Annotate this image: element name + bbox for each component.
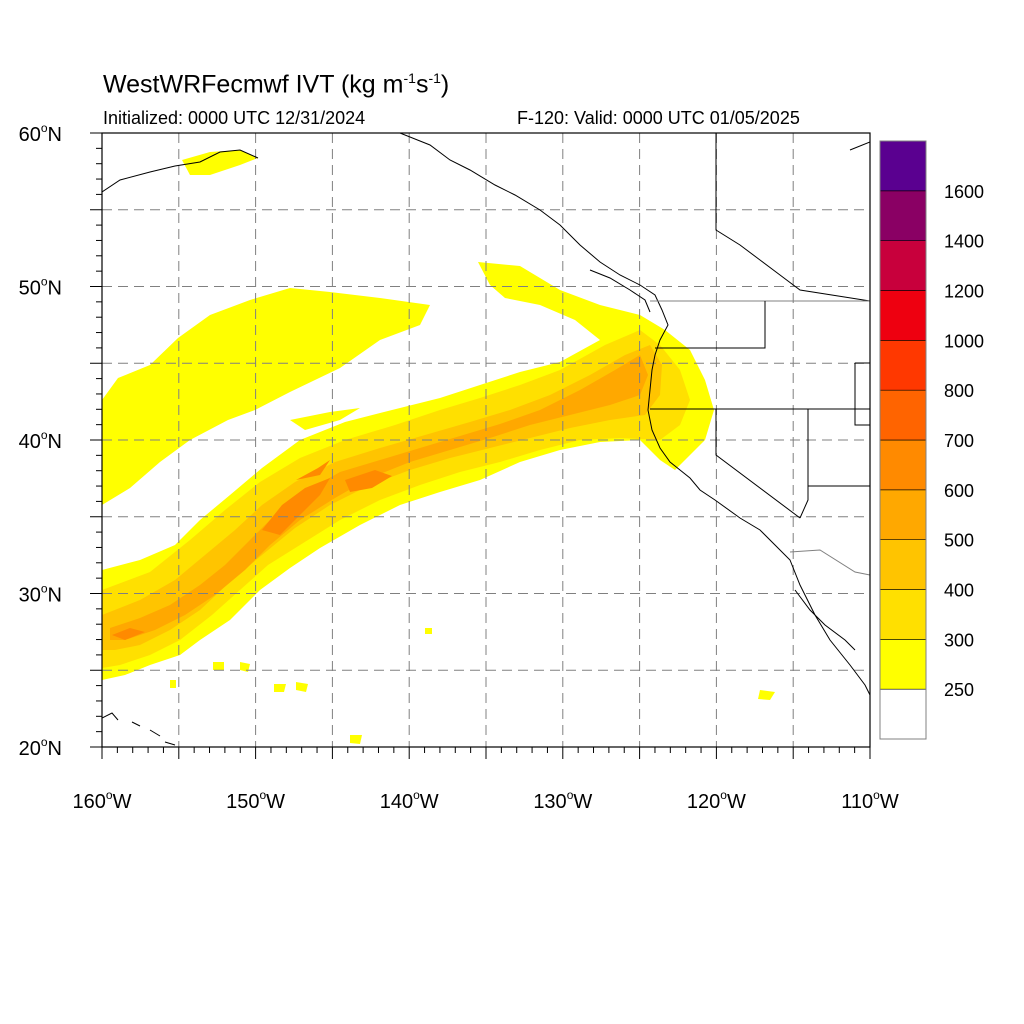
initialized-time: Initialized: 0000 UTC 12/31/2024 xyxy=(103,108,366,128)
lat-label: 60oN xyxy=(19,121,62,146)
axis-ticks xyxy=(90,132,871,759)
colorbar-label: 400 xyxy=(944,581,974,601)
colorbar-labels: 250 300 400 500 600 700 800 1000 1200 1400 1600 xyxy=(944,182,984,700)
colorbar-swatch xyxy=(879,639,927,690)
colorbar-swatch xyxy=(879,190,927,241)
colorbar-label: 600 xyxy=(944,481,974,501)
colorbar-label: 500 xyxy=(944,531,974,551)
colorbar-swatch xyxy=(879,340,927,391)
lon-labels: 160oW 150oW 140oW 130oW 120oW 110oW xyxy=(73,788,899,813)
colorbar-swatch xyxy=(879,290,927,341)
ivt-band-600 xyxy=(112,460,392,640)
colorbar-swatch xyxy=(879,140,927,192)
map-title: WestWRFecmwf IVT (kg m-1s-1) xyxy=(103,70,450,99)
lon-label: 160oW xyxy=(73,788,132,813)
ivt-band-500 xyxy=(110,355,648,640)
lat-labels: 60oN 50oN 40oN 30oN 20oN xyxy=(19,121,62,760)
colorbar-swatch xyxy=(879,389,927,441)
colorbar-label: 1000 xyxy=(944,331,984,351)
colorbar-swatch xyxy=(879,589,927,640)
lat-label: 30oN xyxy=(19,582,62,607)
colorbar-label: 1400 xyxy=(944,232,984,252)
lon-label: 150oW xyxy=(226,788,285,813)
colorbar-swatch xyxy=(879,439,927,491)
colorbar-label: 700 xyxy=(944,431,974,451)
colorbar-label: 1600 xyxy=(944,182,984,202)
valid-time: F-120: Valid: 0000 UTC 01/05/2025 xyxy=(517,108,800,128)
colorbar-label: 300 xyxy=(944,630,974,650)
colorbar-label: 800 xyxy=(944,381,974,401)
map-gridlines xyxy=(102,133,870,747)
colorbar-swatch xyxy=(879,539,927,590)
ivt-field xyxy=(102,150,775,744)
lat-label: 40oN xyxy=(19,428,62,453)
colorbar-swatch xyxy=(879,489,927,540)
lon-label: 110oW xyxy=(841,788,899,813)
colorbar-frame xyxy=(879,140,927,740)
colorbar-label: 1200 xyxy=(944,282,984,302)
colorbar-swatch xyxy=(879,240,927,291)
lat-label: 50oN xyxy=(19,275,62,300)
lat-label: 20oN xyxy=(19,735,62,760)
lon-label: 130oW xyxy=(533,788,592,813)
lon-label: 140oW xyxy=(380,788,439,813)
colorbar-label: 250 xyxy=(944,680,974,700)
lon-label: 120oW xyxy=(687,788,746,813)
colorbar xyxy=(879,140,927,740)
coastlines xyxy=(102,133,870,746)
colorbar-swatch xyxy=(879,688,927,740)
